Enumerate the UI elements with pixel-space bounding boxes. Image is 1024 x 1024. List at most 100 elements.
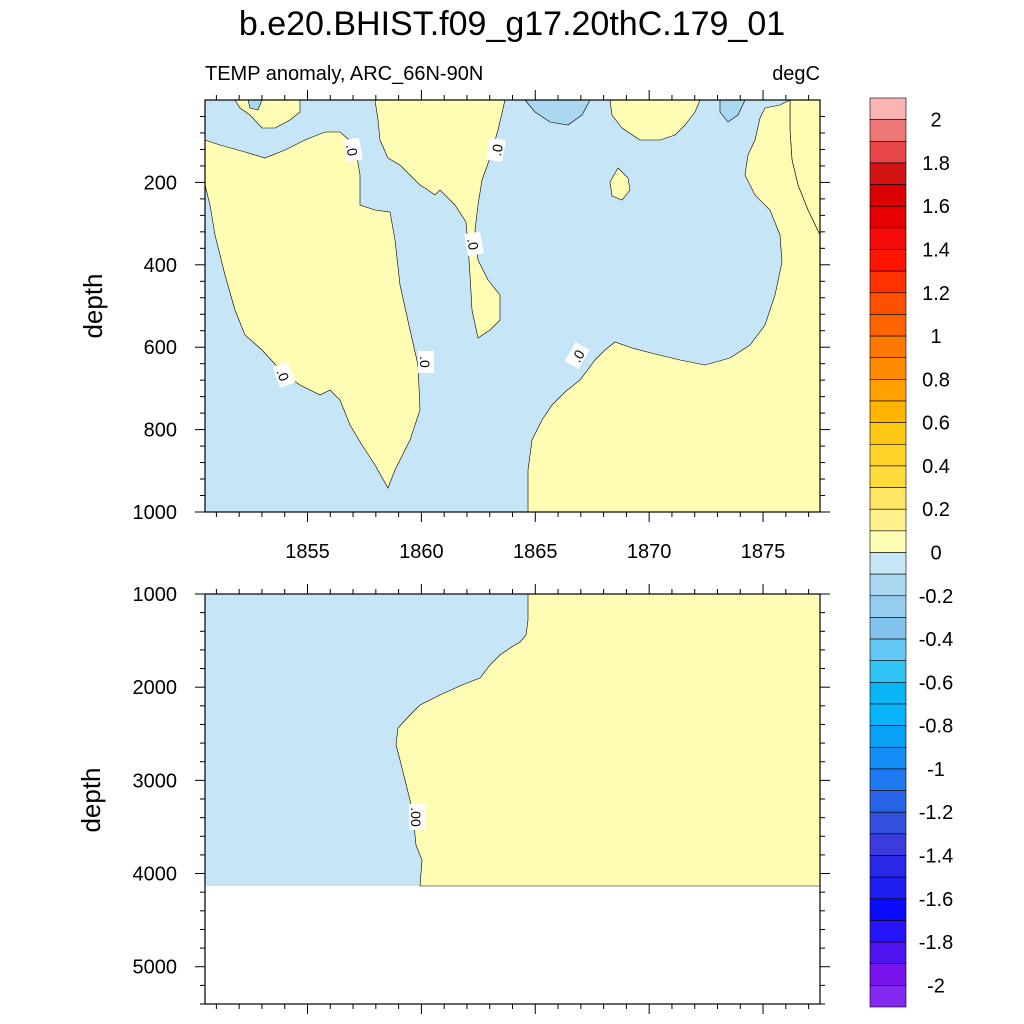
- colorbar-label: 0.2: [922, 499, 950, 521]
- colorbar-swatch: [869, 617, 907, 640]
- colorbar-swatch: [869, 790, 907, 813]
- colorbar-swatch: [869, 768, 907, 791]
- colorbar-label: 1.2: [922, 283, 950, 305]
- svg-text:.0: .0: [417, 356, 433, 368]
- y-tick-label: 600: [144, 337, 177, 359]
- colorbar-label: -1.2: [919, 802, 953, 824]
- colorbar-label: -0.6: [919, 672, 953, 694]
- colorbar-swatch: [869, 682, 907, 705]
- svg-text:.0: .0: [488, 143, 506, 157]
- colorbar-label: 0.4: [922, 456, 950, 478]
- upper-x-axis: 1855 1860 1865 1870 1875: [215, 90, 810, 563]
- colorbar-swatch: [869, 941, 907, 965]
- lower-x-axis: [215, 584, 810, 1014]
- svg-text:.0: .0: [464, 237, 482, 251]
- colorbar-label: 1: [930, 326, 941, 348]
- svg-text:.00: .00: [408, 807, 424, 827]
- y-tick-label: 1000: [133, 584, 178, 606]
- contour-label: .0: [343, 137, 363, 163]
- svg-text:.0: .0: [343, 143, 361, 157]
- upper-positive-region-left: [204, 131, 421, 489]
- upper-y-axis: 200 400 600 800 1000: [133, 115, 830, 524]
- colorbar-swatch: [869, 660, 907, 683]
- colorbar-swatch: [869, 963, 907, 986]
- colorbar-swatch: [869, 227, 907, 250]
- contour-label: .0: [272, 361, 296, 388]
- colorbar-swatch: [869, 833, 907, 856]
- colorbar-label: -1.8: [919, 932, 953, 954]
- colorbar-swatch: [869, 119, 907, 142]
- colorbar-swatch: [869, 811, 907, 835]
- colorbar-swatch: [869, 162, 907, 185]
- y-tick-label: 800: [144, 420, 177, 442]
- colorbar-label: 0: [930, 543, 941, 565]
- colorbar-label: -0.4: [919, 629, 953, 651]
- x-tick-label: 1875: [741, 541, 786, 563]
- colorbar-swatch: [869, 400, 907, 423]
- colorbar-swatch: [869, 335, 907, 359]
- contour-label: .0: [564, 341, 590, 370]
- colorbar-swatch: [869, 876, 907, 900]
- colorbar-swatch: [869, 703, 907, 726]
- colorbar-swatch: [869, 746, 907, 770]
- contour-label: .0: [417, 351, 434, 373]
- colorbar-label: 0.8: [922, 369, 950, 391]
- colorbar-swatch: [869, 855, 907, 878]
- colorbar-label: -2: [927, 975, 945, 997]
- upper-contour-labels: .0 .0 .0 .0 .0 .0: [272, 137, 590, 388]
- y-tick-label: 200: [144, 172, 177, 194]
- colorbar-swatch: [869, 898, 907, 921]
- colorbar-swatch: [869, 443, 907, 467]
- lower-contour-labels: .00: [408, 804, 425, 830]
- chart-title: b.e20.BHIST.f09_g17.20thC.179_01: [238, 5, 786, 43]
- colorbar-label: -0.2: [919, 586, 953, 608]
- colorbar-label: -1: [927, 759, 945, 781]
- colorbar-swatch: [869, 508, 907, 532]
- colorbar-swatch: [869, 292, 907, 315]
- lower-y-axis-label: depth: [76, 767, 106, 832]
- upper-positive-patch-small: [609, 167, 631, 201]
- y-tick-label: 4000: [133, 864, 178, 886]
- colorbar-boxes: [869, 97, 907, 1008]
- upper-panel: 1855 1860 1865 1870 1875 200 400 600 800 1000 .0…: [78, 90, 830, 563]
- x-tick-label: 1855: [285, 541, 330, 563]
- upper-y-axis-label: depth: [78, 273, 108, 338]
- contour-label: .0: [486, 137, 506, 163]
- upper-positive-region-center: [374, 99, 506, 339]
- colorbar-swatch: [869, 638, 907, 662]
- contour-label: .0: [464, 231, 484, 257]
- colorbar-label: 1.8: [922, 153, 950, 175]
- y-tick-label: 2000: [133, 677, 178, 699]
- colorbar-swatch: [869, 487, 907, 510]
- colorbar-swatch: [869, 270, 907, 294]
- y-tick-label: 1000: [133, 502, 178, 524]
- x-tick-label: 1870: [627, 541, 672, 563]
- colorbar-swatch: [869, 920, 907, 943]
- colorbar-swatch: [869, 184, 907, 207]
- colorbar-label: -1.4: [919, 846, 953, 868]
- colorbar-label: 2: [930, 110, 941, 132]
- lower-positive-region: [395, 593, 821, 887]
- colorbar-swatch: [869, 725, 907, 748]
- x-tick-label: 1865: [513, 541, 558, 563]
- colorbar-swatch: [869, 314, 907, 337]
- colorbar-swatch: [869, 985, 907, 1008]
- y-tick-label: 3000: [133, 770, 178, 792]
- upper-positive-region-lower-right: [527, 99, 821, 513]
- contour-label: .00: [408, 804, 425, 830]
- svg-text:.0: .0: [273, 367, 292, 384]
- x-tick-label: 1860: [399, 541, 444, 563]
- y-tick-label: 5000: [133, 957, 178, 979]
- colorbar-swatch: [869, 595, 907, 618]
- colorbar-swatch: [869, 530, 907, 553]
- upper-positive-region-top-right: [609, 99, 701, 141]
- chart-subtitle-variable: TEMP anomaly, ARC_66N-90N: [205, 63, 484, 85]
- colorbar-label: 1.4: [922, 240, 950, 262]
- colorbar-swatch: [869, 357, 907, 380]
- colorbar-swatch: [869, 552, 907, 575]
- y-tick-label: 400: [144, 255, 177, 277]
- colorbar-swatch: [869, 379, 907, 402]
- colorbar-label: 0.6: [922, 413, 950, 435]
- colorbar-label: 1.6: [922, 196, 950, 218]
